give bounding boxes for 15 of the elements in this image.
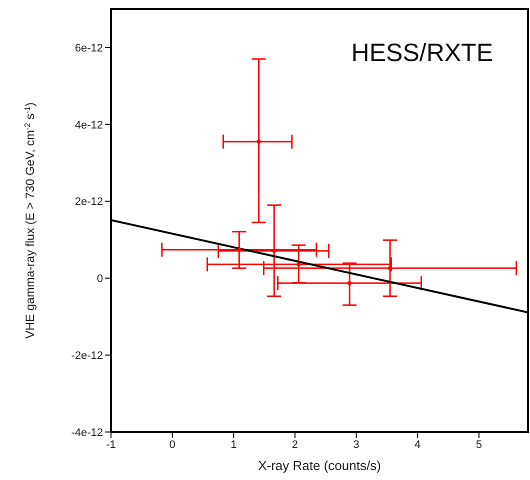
- x-tick-label: 4: [414, 438, 421, 451]
- annotation: HESS/RXTE: [351, 39, 493, 67]
- y-tick-label: -2e-12: [71, 350, 103, 362]
- x-tick-label: 1: [230, 438, 237, 451]
- y-tick-label: 6e-12: [74, 42, 103, 54]
- x-axis-title: X-ray Rate (counts/s): [258, 458, 381, 473]
- y-tick-label: -4e-12: [71, 426, 103, 439]
- x-tick-label: -1: [106, 438, 116, 451]
- y-tick-label: 4e-12: [74, 119, 103, 132]
- y-tick-label: 0: [96, 273, 103, 286]
- x-tick-label: 3: [353, 438, 360, 451]
- x-tick-label: 5: [476, 438, 482, 451]
- x-tick-label: 2: [292, 438, 298, 451]
- y-tick-label: 2e-12: [74, 196, 103, 208]
- x-tick-label: 0: [169, 438, 176, 451]
